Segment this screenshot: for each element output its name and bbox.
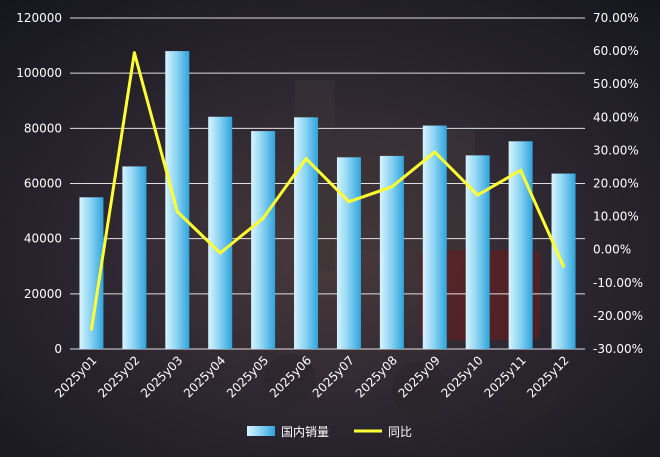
y-right-tick-label: -10.00%: [593, 276, 643, 290]
bar: [122, 166, 147, 349]
y-axis-left: 0 20000 40000 60000 80000 100000 120000: [16, 11, 62, 356]
y-left-tick-label: 100000: [16, 66, 62, 80]
line-point: [347, 200, 351, 204]
line-point: [89, 327, 93, 331]
line-series-path: [89, 51, 565, 330]
line-point: [304, 157, 308, 161]
y-left-tick-label: 0: [54, 342, 62, 356]
bar: [422, 125, 447, 349]
y-left-tick-label: 80000: [24, 121, 62, 135]
y-right-tick-label: 70.00%: [593, 11, 639, 25]
y-right-tick-label: 60.00%: [593, 44, 639, 58]
y-right-tick-label: -30.00%: [593, 342, 643, 356]
bar: [379, 155, 404, 349]
y-right-tick-label: 40.00%: [593, 110, 639, 124]
y-left-tick-label: 20000: [24, 287, 62, 301]
line-point: [433, 150, 437, 154]
line-series: [89, 51, 566, 331]
y-right-tick-label: 20.00%: [593, 177, 639, 191]
line-point: [218, 251, 222, 255]
legend: 国内销量 同比: [247, 425, 412, 439]
line-point: [261, 216, 265, 220]
bar-series: [79, 51, 576, 349]
bar: [294, 117, 319, 349]
bar: [336, 157, 361, 349]
y-left-tick-label: 120000: [16, 11, 62, 25]
y-axis-right: -30.00% -20.00% -10.00% 0.00% 10.00% 20.00% 30…: [593, 11, 643, 356]
y-right-tick-label: 10.00%: [593, 210, 639, 224]
bar: [208, 116, 233, 349]
legend-swatch-bar: [247, 426, 275, 436]
bar: [551, 173, 576, 349]
line-point: [175, 210, 179, 214]
y-right-tick-label: 0.00%: [593, 243, 631, 257]
y-right-tick-label: 50.00%: [593, 77, 639, 91]
y-left-tick-label: 40000: [24, 232, 62, 246]
bar: [465, 155, 490, 349]
y-right-tick-label: -20.00%: [593, 309, 643, 323]
line-point: [390, 185, 394, 189]
line-point: [132, 51, 136, 55]
bar: [165, 51, 190, 349]
y-left-tick-label: 60000: [24, 177, 62, 191]
line-point: [476, 193, 480, 197]
line-point: [519, 168, 523, 172]
bar: [251, 131, 276, 349]
line-point: [562, 264, 566, 268]
y-right-tick-label: 30.00%: [593, 143, 639, 157]
legend-label-line: 同比: [388, 425, 412, 439]
legend-label-bar: 国内销量: [281, 425, 329, 439]
